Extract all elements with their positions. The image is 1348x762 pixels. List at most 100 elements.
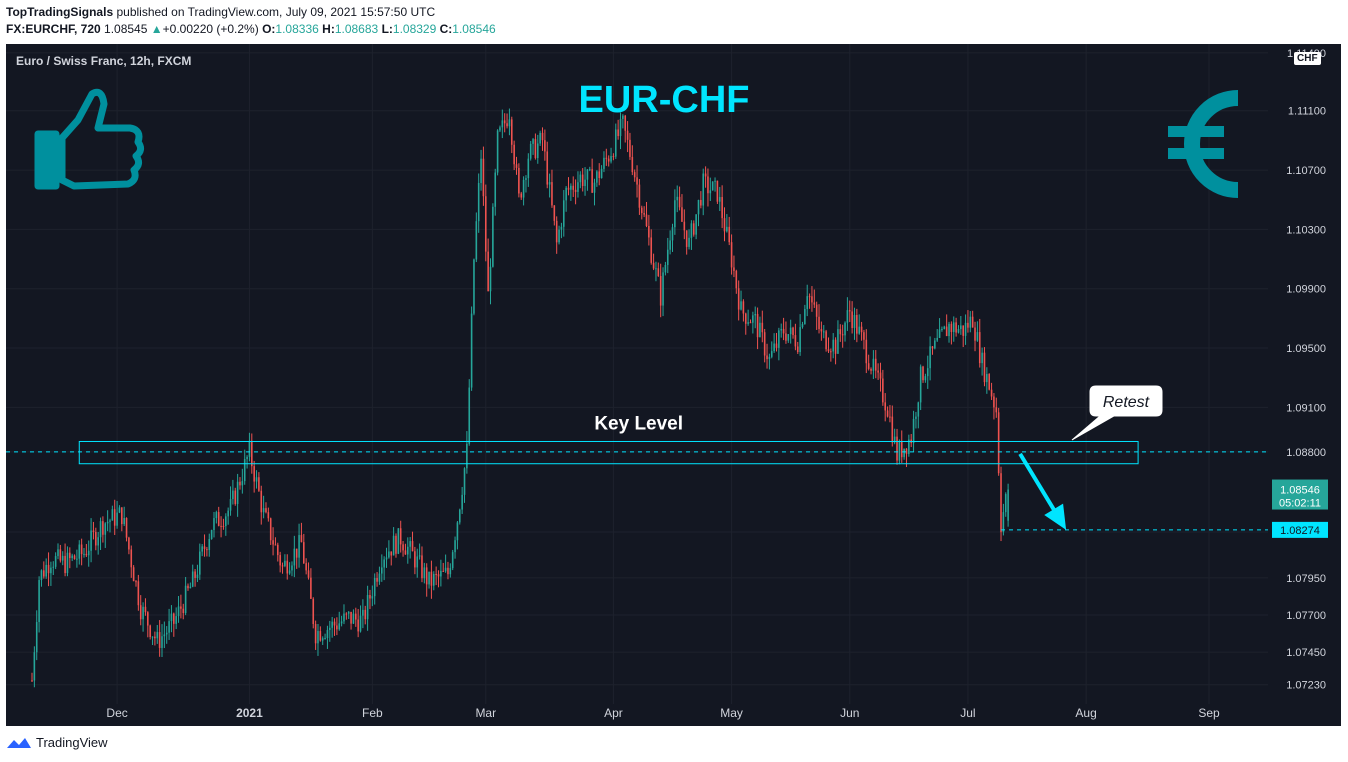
candle-body — [919, 366, 922, 403]
candle-body — [536, 143, 539, 159]
candle-body — [747, 322, 749, 324]
candle-body — [466, 443, 468, 469]
down-arrow[interactable] — [1018, 452, 1067, 530]
candle-body — [534, 139, 537, 159]
candle — [376, 572, 378, 587]
key-level-zone[interactable] — [78, 440, 1139, 465]
candle — [607, 155, 610, 167]
candle — [903, 448, 905, 460]
candle-body — [893, 436, 896, 443]
candle — [867, 354, 870, 371]
candle — [144, 598, 147, 616]
candle-body — [690, 223, 693, 238]
retest-callout[interactable] — [1071, 385, 1163, 441]
candle — [182, 603, 185, 620]
candle-body — [685, 230, 688, 247]
candle — [142, 602, 144, 632]
candle-body — [484, 196, 487, 252]
currency-badge[interactable]: CHF — [1294, 52, 1321, 65]
candle — [298, 523, 300, 568]
candle-body — [265, 508, 267, 513]
candle — [643, 206, 645, 218]
candle-body — [976, 332, 979, 341]
candle — [825, 329, 827, 352]
candle-body — [239, 481, 241, 486]
time-tick-label: 2021 — [236, 706, 263, 720]
candle-body — [350, 611, 352, 624]
candle — [541, 127, 544, 151]
candle-body — [492, 206, 494, 267]
candle-body — [64, 555, 66, 574]
candle-body — [248, 440, 251, 457]
candle — [806, 284, 809, 317]
candle — [629, 132, 631, 160]
candle — [1000, 466, 1002, 542]
chart-pane[interactable]: Key Level Retest EUR-CHF 1.114901.111001… — [6, 44, 1341, 726]
candle-body — [109, 520, 111, 522]
candle-body — [827, 349, 830, 352]
candle-body — [480, 158, 482, 183]
candle — [248, 432, 251, 462]
price-axis[interactable]: 1.114901.111001.107001.103001.099001.095… — [1286, 48, 1326, 692]
candle — [534, 133, 537, 160]
candle — [390, 551, 393, 566]
candle — [128, 536, 130, 555]
footer-brand[interactable]: TradingView — [6, 735, 108, 750]
candle — [513, 140, 515, 170]
candle-body — [45, 564, 47, 577]
candle — [328, 620, 331, 642]
candle — [293, 535, 296, 578]
candle — [804, 304, 806, 325]
candle — [593, 178, 596, 206]
candle-body — [359, 615, 362, 632]
candle-body — [962, 325, 965, 336]
candle-body — [1002, 512, 1005, 533]
candle-body — [707, 176, 709, 194]
candle-body — [319, 631, 322, 641]
candle — [723, 207, 726, 242]
candle — [624, 114, 627, 143]
candle-body — [872, 358, 875, 371]
candle-body — [451, 552, 454, 569]
candle — [709, 177, 712, 202]
candle-body — [458, 509, 461, 523]
candle — [357, 609, 359, 638]
last-price-tag-value: 1.08546 — [1280, 485, 1320, 497]
candle-body — [369, 594, 371, 599]
candle-body — [867, 363, 870, 369]
candle — [605, 148, 608, 166]
candle-body — [754, 314, 757, 316]
candle — [435, 566, 437, 586]
candle-body — [262, 508, 265, 513]
candle-body — [882, 378, 884, 403]
candle — [581, 168, 584, 192]
candle — [645, 202, 648, 228]
candle — [574, 179, 577, 205]
candle — [700, 191, 702, 209]
candle-body — [548, 182, 551, 185]
candle-body — [584, 179, 586, 187]
candle — [203, 534, 206, 557]
price-chart[interactable]: Key Level Retest EUR-CHF 1.114901.111001… — [6, 44, 1341, 726]
candle — [943, 325, 946, 330]
candle-body — [695, 214, 697, 235]
candle — [121, 507, 123, 532]
candle — [437, 570, 440, 588]
candle — [451, 549, 454, 571]
candle — [449, 563, 452, 578]
countdown-value: 05:02:11 — [1279, 498, 1321, 510]
symbol-legend[interactable]: Euro / Swiss Franc, 12h, FXCM — [16, 54, 192, 68]
candle-body — [383, 559, 385, 568]
candle — [359, 605, 362, 633]
candle-body — [617, 129, 619, 137]
candle — [579, 171, 582, 189]
candle-body — [749, 322, 752, 324]
author-name[interactable]: TopTradingSignals — [6, 5, 114, 19]
candle-body — [142, 606, 144, 620]
candle-body — [544, 140, 546, 152]
candle — [432, 571, 435, 591]
candle — [57, 543, 59, 560]
candle-body — [425, 567, 428, 585]
candle — [163, 621, 166, 649]
time-axis[interactable]: Dec 2021 Feb Mar Apr May Jun Jul Aug Sep — [106, 706, 1220, 720]
